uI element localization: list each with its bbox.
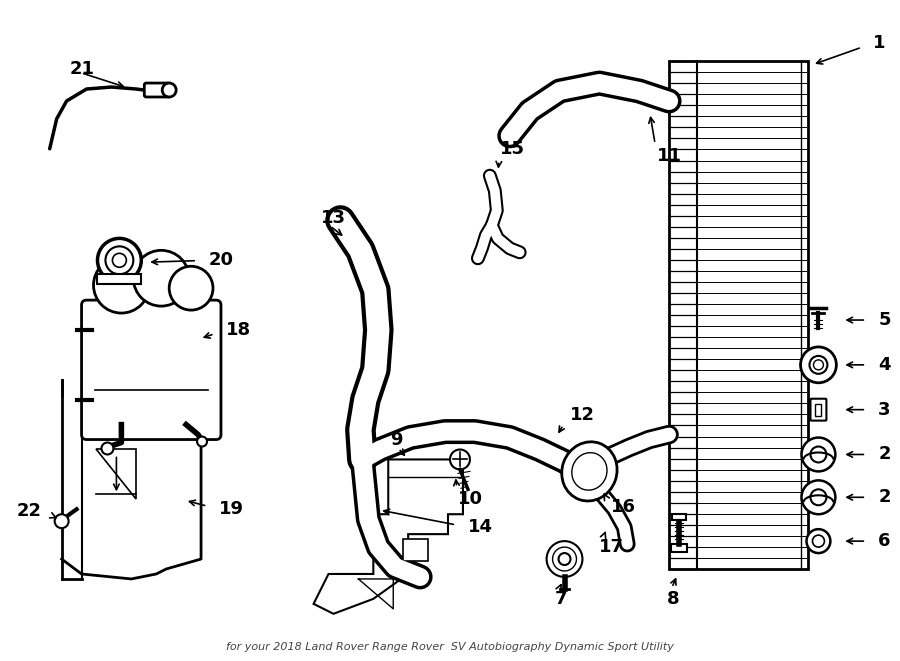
FancyBboxPatch shape	[144, 83, 170, 97]
Text: 11: 11	[657, 147, 682, 165]
Circle shape	[809, 356, 827, 374]
Text: 1: 1	[873, 34, 886, 52]
Text: 13: 13	[320, 210, 346, 227]
Circle shape	[450, 449, 470, 469]
Text: 15: 15	[500, 139, 525, 158]
Text: 14: 14	[468, 518, 493, 536]
Ellipse shape	[562, 442, 617, 501]
Circle shape	[112, 253, 126, 267]
Circle shape	[94, 257, 149, 313]
Text: 12: 12	[570, 406, 595, 424]
Text: 9: 9	[391, 430, 403, 449]
Circle shape	[197, 436, 207, 447]
Text: for your 2018 Land Rover Range Rover  SV Autobiography Dynamic Sport Utility: for your 2018 Land Rover Range Rover SV …	[226, 642, 674, 652]
Polygon shape	[313, 459, 463, 614]
Circle shape	[800, 347, 836, 383]
Circle shape	[813, 535, 824, 547]
Text: 19: 19	[219, 500, 244, 518]
Polygon shape	[96, 449, 136, 499]
Text: 4: 4	[878, 356, 891, 374]
Text: 2: 2	[878, 446, 891, 463]
Text: 7: 7	[554, 590, 567, 608]
Circle shape	[559, 553, 571, 565]
Text: 8: 8	[667, 590, 680, 608]
FancyBboxPatch shape	[671, 544, 687, 552]
Circle shape	[802, 438, 835, 471]
FancyBboxPatch shape	[82, 300, 221, 440]
Text: 20: 20	[209, 251, 234, 269]
Text: 10: 10	[458, 490, 483, 508]
Circle shape	[169, 266, 213, 310]
Circle shape	[55, 514, 68, 528]
Circle shape	[546, 541, 582, 577]
Text: 18: 18	[226, 321, 251, 339]
FancyBboxPatch shape	[97, 274, 141, 284]
Circle shape	[811, 447, 826, 463]
Circle shape	[105, 247, 133, 274]
FancyBboxPatch shape	[403, 539, 428, 561]
Circle shape	[133, 251, 189, 306]
Circle shape	[162, 83, 176, 97]
Text: 6: 6	[878, 532, 891, 550]
Text: 3: 3	[878, 401, 891, 418]
FancyBboxPatch shape	[815, 404, 822, 416]
Text: 21: 21	[69, 60, 94, 78]
Circle shape	[97, 239, 141, 282]
Text: 5: 5	[878, 311, 891, 329]
Circle shape	[802, 481, 835, 514]
FancyBboxPatch shape	[672, 514, 686, 520]
Circle shape	[814, 360, 824, 370]
Text: 17: 17	[599, 538, 625, 556]
Text: 22: 22	[17, 502, 41, 520]
Circle shape	[811, 489, 826, 505]
FancyBboxPatch shape	[669, 61, 808, 569]
Circle shape	[806, 529, 831, 553]
Circle shape	[553, 547, 577, 571]
FancyBboxPatch shape	[811, 399, 826, 420]
Text: 16: 16	[611, 498, 636, 516]
Ellipse shape	[572, 453, 607, 490]
Text: 2: 2	[878, 488, 891, 506]
Circle shape	[102, 442, 113, 455]
